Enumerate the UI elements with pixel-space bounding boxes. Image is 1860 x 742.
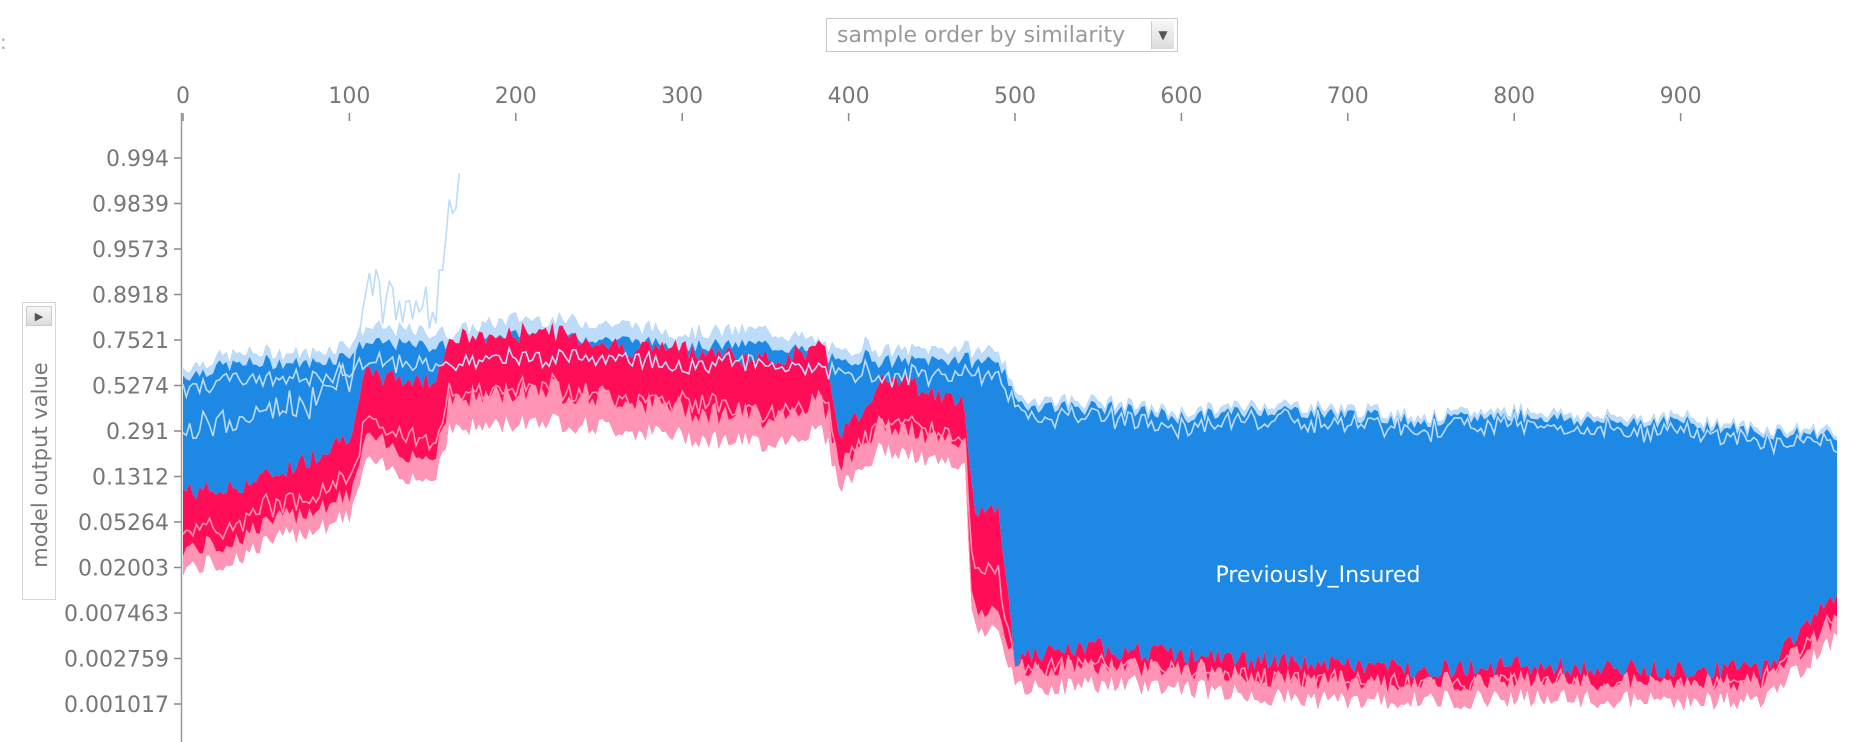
positive-boundary-line	[182, 372, 1838, 702]
y-tick-label: 0.994	[106, 147, 169, 172]
plot-areas	[183, 312, 1837, 711]
negative-boundary-line	[182, 345, 1838, 456]
y-axis-select[interactable]: ▶ model output value	[22, 302, 56, 600]
y-tick-label: 0.7521	[92, 329, 169, 354]
x-tick-label: 100	[328, 84, 370, 109]
x-tick-label: 400	[828, 84, 870, 109]
x-tick-label: 900	[1660, 84, 1702, 109]
y-tick-label: 0.9573	[92, 238, 169, 263]
y-tick-label: 0.007463	[64, 602, 169, 627]
x-tick-label: 200	[495, 84, 537, 109]
y-axis: 0.994 0.9839 0.9573 0.8918 0.7521 0.5274 0.291…	[64, 113, 183, 742]
negative-boundary-line	[182, 172, 460, 440]
x-tick-label: 700	[1327, 84, 1369, 109]
y-tick-label: 0.02003	[78, 557, 169, 582]
y-tick-label: 0.5274	[92, 375, 169, 400]
y-tick-label: 0.1312	[92, 466, 169, 491]
x-tick-label: 300	[661, 84, 703, 109]
feature-annotation: Previously_Insured	[1215, 563, 1420, 588]
x-tick-label: 600	[1160, 84, 1202, 109]
y-tick-label: 0.291	[106, 420, 169, 445]
y-tick-label: 0.05264	[78, 511, 169, 536]
negative-effect-area	[183, 312, 1837, 679]
x-tick-label: 0	[176, 84, 190, 109]
x-axis: 0 100 200 300 400 500 600 700 800 900	[176, 84, 1702, 121]
play-toggle-icon[interactable]: ▶	[26, 306, 52, 326]
chevron-down-icon[interactable]: ▼	[1151, 21, 1174, 49]
x-tick-label: 500	[994, 84, 1036, 109]
y-tick-label: 0.9839	[92, 193, 169, 218]
edge-mark: :	[0, 30, 7, 54]
sample-order-select-value: sample order by similarity	[837, 22, 1126, 48]
x-tick-label: 800	[1493, 84, 1535, 109]
y-tick-label: 0.001017	[64, 693, 169, 718]
y-tick-label: 0.8918	[92, 284, 169, 309]
plot-lines	[182, 172, 1838, 702]
y-tick-label: 0.002759	[64, 648, 169, 673]
sample-order-select[interactable]: sample order by similarity ▼	[826, 18, 1178, 52]
